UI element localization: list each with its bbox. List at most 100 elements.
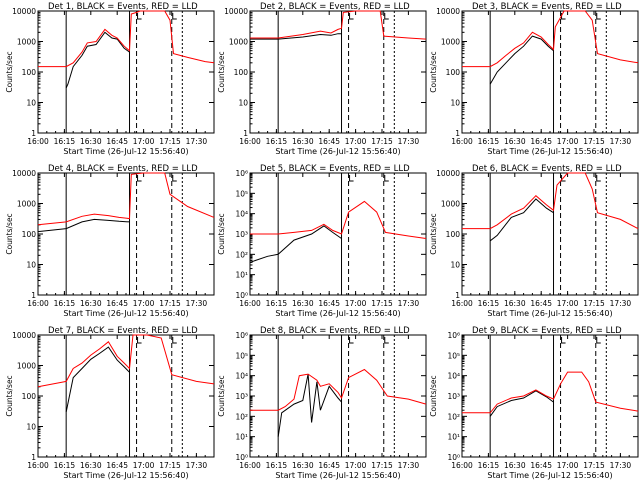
y-tick-label: 10⁵ [447, 351, 460, 360]
x-tick-label: 17:30 [186, 137, 208, 146]
x-tick-label: 16:45 [318, 137, 340, 146]
x-tick-label: 16:00 [27, 461, 49, 470]
y-tick-label: 10³ [235, 392, 248, 401]
marker-flag [172, 337, 177, 344]
y-tick-label: 1000 [17, 362, 36, 371]
plot-frame [249, 334, 427, 458]
y-tick-label: 1 [455, 129, 460, 138]
y-tick-label: 10² [447, 412, 460, 421]
x-tick-label: 16:15 [478, 461, 500, 470]
events-series-line [249, 225, 342, 263]
y-tick-label: 1000 [17, 38, 36, 47]
detector-panel: Det 6, BLACK = Events, RED = LLD 16:00 16:… [429, 164, 639, 318]
lld-series-line [37, 334, 215, 388]
y-axis-label: Counts/sec [429, 375, 438, 416]
lld-series-line [37, 172, 215, 226]
x-tick-label: 17:15 [159, 461, 181, 470]
x-tick-label: 17:30 [610, 299, 632, 308]
y-tick-label: 100 [234, 68, 249, 77]
plot-frame [461, 334, 639, 458]
detector-panel: Det 3, BLACK = Events, RED = LLD 16:00 16:… [429, 2, 639, 156]
x-tick-label: 17:15 [371, 461, 393, 470]
y-axis-label: Counts/sec [217, 51, 226, 92]
detector-panel: Det 2, BLACK = Events, RED = LLD 16:00 16:… [217, 2, 427, 156]
y-tick-label: 10⁴ [235, 210, 248, 219]
x-tick-label: 17:15 [583, 299, 605, 308]
lld-series-line [38, 10, 215, 68]
x-tick-label: 16:15 [478, 299, 500, 308]
x-tick-label: 17:00 [133, 461, 155, 470]
x-tick-label: 17:00 [557, 299, 579, 308]
y-tick-label: 10² [235, 250, 248, 259]
x-axis-label: Start Time (26-Jul-12 15:56:40) [487, 147, 612, 156]
y-tick-label: 10⁵ [235, 189, 248, 198]
panel-title: Det 8, BLACK = Events, RED = LLD [260, 326, 410, 336]
y-tick-label: 10⁰ [235, 453, 248, 462]
x-axis-label: Start Time (26-Jul-12 15:56:40) [275, 471, 400, 480]
lld-series-line [462, 371, 639, 414]
y-tick-label: 10000 [436, 7, 460, 16]
y-tick-label: 10000 [12, 169, 36, 178]
y-tick-label: 10³ [447, 392, 460, 401]
x-tick-label: 17:30 [186, 461, 208, 470]
panel-title: Det 3, BLACK = Events, RED = LLD [472, 2, 622, 12]
y-axis-label: Counts/sec [5, 51, 14, 92]
x-tick-label: 17:00 [345, 461, 367, 470]
lld-series-line [462, 172, 639, 230]
y-tick-label: 10² [235, 412, 248, 421]
y-tick-label: 100 [22, 230, 37, 239]
y-axis-label: Counts/sec [217, 375, 226, 416]
x-tick-label: 16:30 [292, 137, 314, 146]
x-tick-label: 16:15 [54, 461, 76, 470]
y-tick-label: 10⁶ [235, 331, 248, 340]
x-tick-label: 17:30 [610, 137, 632, 146]
marker-flag [561, 337, 566, 344]
events-series-line [489, 390, 554, 417]
detector-panel: Det 7, BLACK = Events, RED = LLD 16:00 16:… [5, 326, 215, 480]
marker-flag [384, 337, 389, 344]
y-axis-label: Counts/sec [429, 213, 438, 254]
y-tick-label: 10¹ [235, 271, 248, 280]
x-tick-label: 16:15 [266, 299, 288, 308]
panel-title: Det 4, BLACK = Events, RED = LLD [48, 164, 198, 174]
x-tick-label: 17:15 [159, 299, 181, 308]
detector-panel: Det 8, BLACK = Events, RED = LLD 16:00 16:… [217, 326, 427, 480]
y-tick-label: 10⁰ [447, 453, 460, 462]
x-axis-label: Start Time (26-Jul-12 15:56:40) [63, 147, 188, 156]
y-tick-label: 10⁰ [235, 291, 248, 300]
detector-panel: Det 9, BLACK = Events, RED = LLD 16:00 16:… [429, 326, 639, 480]
detector-panel: Det 1, BLACK = Events, RED = LLD 16:00 16:… [5, 2, 215, 156]
events-series-line [489, 198, 554, 242]
x-tick-label: 16:45 [530, 299, 552, 308]
y-axis-label: Counts/sec [5, 213, 14, 254]
marker-flag [172, 175, 177, 182]
y-tick-label: 1 [243, 129, 248, 138]
x-tick-label: 16:00 [239, 461, 261, 470]
y-tick-label: 10¹ [235, 433, 248, 442]
x-tick-label: 17:15 [583, 461, 605, 470]
y-tick-label: 10 [26, 99, 36, 108]
marker-flag [137, 13, 142, 20]
x-tick-label: 17:00 [133, 137, 155, 146]
x-tick-label: 17:30 [398, 299, 420, 308]
y-tick-label: 10 [26, 261, 36, 270]
x-tick-label: 16:15 [266, 137, 288, 146]
marker-flag [384, 13, 389, 20]
y-tick-label: 10000 [12, 7, 36, 16]
lld-series-line [250, 10, 427, 40]
y-tick-label: 100 [22, 392, 37, 401]
x-tick-label: 16:45 [318, 299, 340, 308]
y-tick-label: 10⁶ [447, 331, 460, 340]
y-tick-label: 10⁴ [447, 372, 460, 381]
x-tick-label: 16:00 [451, 299, 473, 308]
x-tick-label: 16:00 [239, 137, 261, 146]
x-tick-label: 16:15 [478, 137, 500, 146]
x-tick-label: 16:30 [504, 137, 526, 146]
x-tick-label: 16:30 [80, 299, 102, 308]
y-axis-label: Counts/sec [429, 51, 438, 92]
x-tick-label: 17:15 [371, 299, 393, 308]
y-tick-label: 100 [22, 68, 37, 77]
marker-flag [349, 175, 354, 182]
x-tick-label: 16:30 [504, 461, 526, 470]
